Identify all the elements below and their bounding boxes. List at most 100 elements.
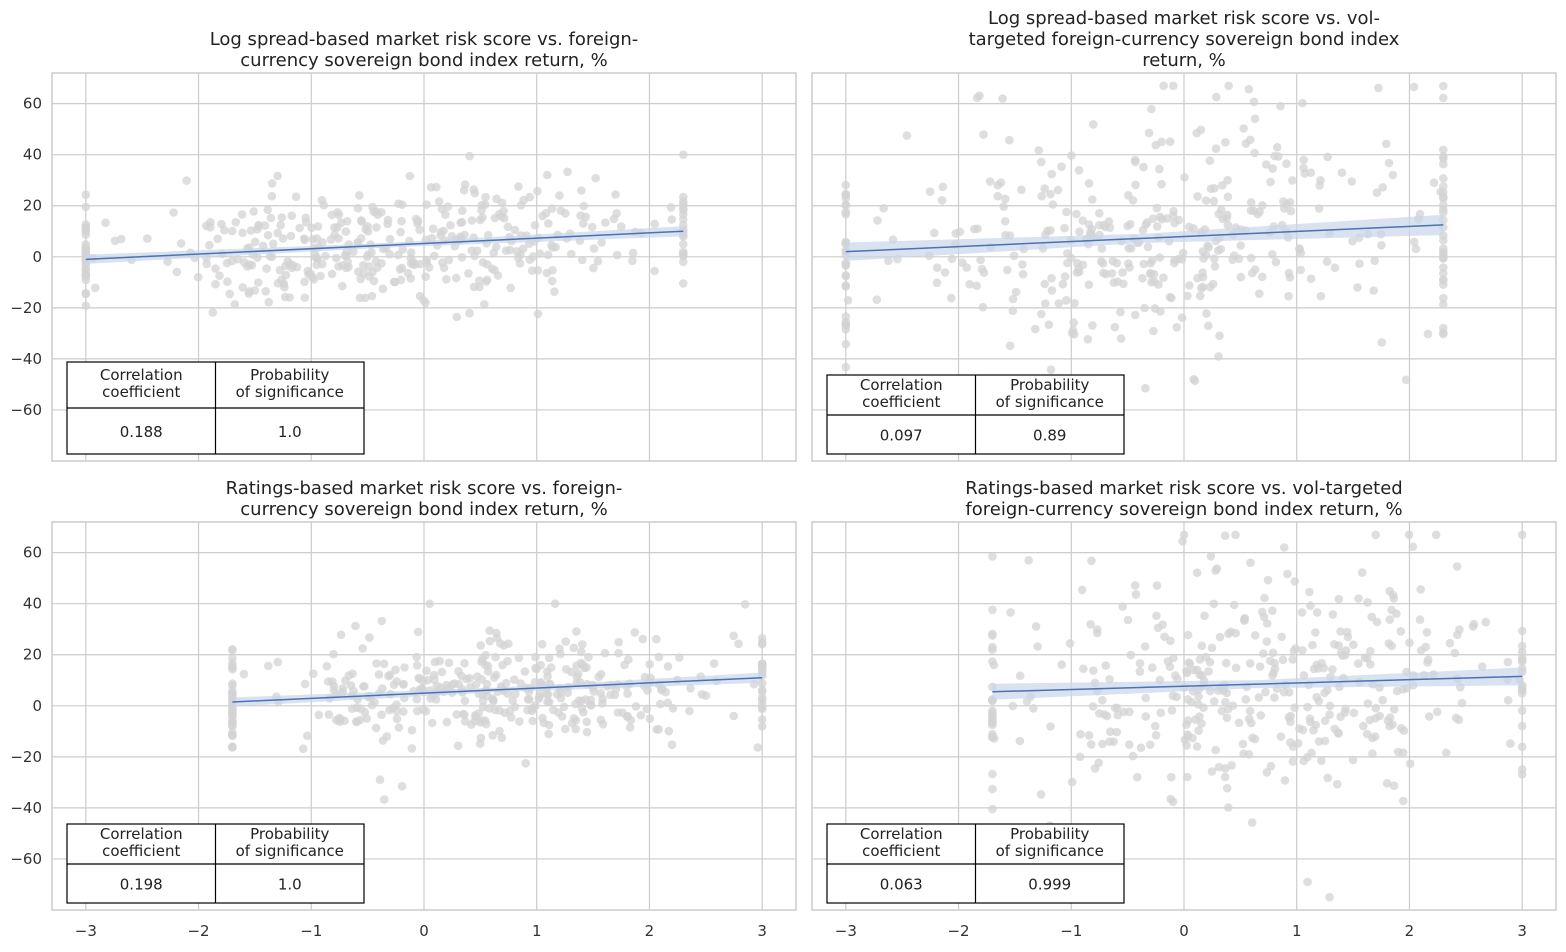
axes-frame (811, 521, 1557, 911)
scatter-point (1088, 702, 1098, 711)
scatter-point (1384, 158, 1394, 168)
scatter-point (394, 723, 404, 732)
scatter-point (1145, 740, 1155, 749)
scatter-point (446, 220, 455, 230)
scatter-point (1241, 695, 1251, 704)
scatter-point (1325, 701, 1335, 711)
scatter-point (1067, 777, 1077, 787)
scatter-point (1224, 81, 1233, 91)
scatter-point (1298, 98, 1307, 108)
scatter-point (246, 226, 256, 235)
scatter-point (1222, 783, 1232, 793)
scatter-point (753, 743, 763, 752)
scatter-point (1078, 216, 1088, 225)
scatter-point (1363, 598, 1372, 607)
scatter-point (1174, 215, 1184, 225)
scatter-point (841, 339, 851, 349)
scatter-point (1240, 615, 1249, 624)
scatter-point (686, 684, 695, 693)
scatter-point (427, 718, 437, 728)
scatter-point (1370, 256, 1379, 266)
scatter-point (225, 289, 234, 299)
scatter-point (1317, 658, 1326, 668)
stats-table-header: Correlation (860, 376, 943, 394)
scatter-point (1206, 552, 1216, 561)
scatter-point (1151, 140, 1161, 150)
scatter-point (729, 631, 738, 641)
scatter-point (1112, 727, 1122, 737)
scatter-point (988, 552, 997, 561)
scatter-point (1229, 600, 1239, 610)
scatter-point (1108, 256, 1118, 266)
scatter-point (544, 729, 553, 739)
scatter-point (238, 228, 247, 238)
scatter-point (1136, 743, 1146, 753)
scatter-point (1194, 700, 1203, 709)
scatter-point (470, 188, 480, 198)
scatter-point (428, 224, 438, 234)
scatter-point (228, 686, 237, 696)
scatter-point (239, 669, 249, 679)
scatter-point (1257, 607, 1267, 617)
scatter-point (1268, 164, 1277, 173)
scatter-point (1439, 145, 1448, 155)
scatter-point (1261, 160, 1271, 169)
y-tick-label: 0 (32, 697, 42, 715)
scatter-point (1378, 183, 1387, 192)
scatter-point (1141, 384, 1150, 393)
scatter-point (1169, 81, 1178, 91)
scatter-point (319, 200, 329, 210)
scatter-point (1271, 257, 1281, 267)
scatter-point (478, 213, 487, 222)
scatter-point (231, 217, 240, 227)
chart-panel-1: −60 −40 −20 0 20 40 60 Log spread-based market … (10, 29, 797, 462)
scatter-point (1171, 671, 1180, 680)
scatter-point (1244, 84, 1254, 94)
scatter-point (1227, 761, 1236, 770)
scatter-point (309, 669, 318, 678)
scatter-point (1250, 631, 1260, 640)
scatter-point (338, 281, 347, 291)
scatter-point (1107, 269, 1117, 278)
scatter-point (1193, 192, 1202, 201)
chart-title-line: Log spread-based market risk score vs. f… (210, 29, 639, 50)
scatter-point (1183, 291, 1192, 301)
chart-title-line: currency sovereign bond index return, % (240, 499, 607, 520)
scatter-point (628, 256, 637, 266)
scatter-point (485, 636, 495, 646)
scatter-point (1311, 628, 1320, 637)
scatter-point (81, 242, 91, 252)
scatter-point (1323, 773, 1332, 783)
scatter-point (576, 211, 585, 220)
scatter-point (1126, 650, 1136, 660)
scatter-point (1152, 581, 1162, 590)
scatter-point (355, 715, 365, 725)
scatter-point (444, 255, 454, 265)
scatter-point (367, 291, 377, 301)
scatter-point (1236, 241, 1245, 250)
scatter-point (452, 312, 462, 322)
scatter-point (1429, 178, 1439, 187)
scatter-point (1141, 220, 1151, 229)
scatter-point (1354, 659, 1363, 668)
scatter-point (1290, 703, 1299, 712)
scatter-point (497, 212, 506, 221)
scatter-point (1408, 542, 1418, 551)
scatter-point (1003, 265, 1012, 275)
scatter-point (584, 652, 593, 662)
scatter-point (1149, 326, 1158, 336)
scatter-point (516, 201, 526, 210)
scatter-point (1439, 174, 1448, 183)
scatter-point (544, 720, 554, 730)
scatter-point (476, 641, 486, 650)
scatter-point (1422, 628, 1432, 637)
scatter-point (514, 653, 524, 663)
scatter-point (884, 256, 893, 266)
scatter-point (399, 707, 408, 716)
scatter-point (561, 637, 571, 646)
scatter-point (495, 706, 504, 715)
scatter-point (650, 266, 659, 276)
scatter-point (429, 670, 439, 680)
scatter-point (1409, 237, 1419, 247)
